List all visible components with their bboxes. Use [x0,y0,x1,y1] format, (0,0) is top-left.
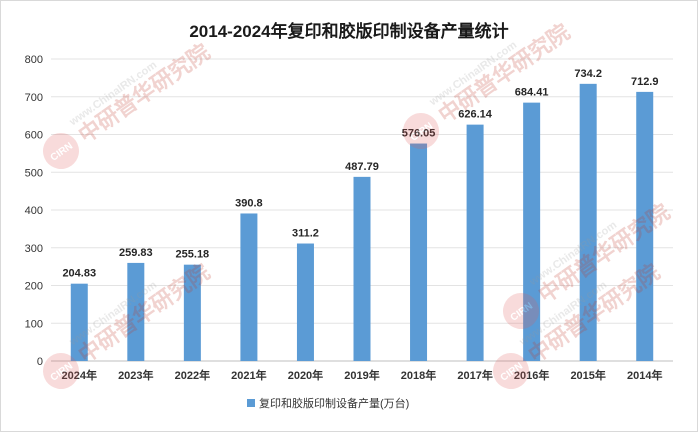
legend: 复印和胶版印制设备产量(万台) [247,396,409,410]
data-label: 734.2 [574,68,602,80]
y-tick-label: 100 [25,318,43,330]
bar [296,243,314,361]
data-label: 255.18 [176,249,210,261]
y-tick-label: 500 [25,167,43,179]
bar [183,264,201,361]
x-tick-label: 2024年 [62,368,97,382]
data-label: 684.41 [515,87,549,99]
y-tick-label: 300 [25,243,43,255]
y-tick-label: 700 [25,92,43,104]
chart-title: 2014-2024年复印和胶版印制设备产量统计 [189,21,508,41]
watermark-logo [43,133,79,169]
watermark-brand: 中研普华研究院 [74,39,215,148]
x-tick-label: 2018年 [401,368,436,382]
data-label: 712.9 [631,76,659,88]
x-tick-label: 2015年 [570,368,605,382]
bar [353,176,371,361]
y-axis: 0 100 200 300 400 500 600 700 800 [25,54,43,368]
x-tick-label: 2017年 [457,368,492,382]
bar [636,91,654,361]
x-tick-label: 2019年 [344,368,379,382]
data-label: 390.8 [235,197,263,209]
bar [523,102,541,361]
legend-swatch [247,399,255,407]
legend-label: 复印和胶版印制设备产量(万台) [259,396,409,410]
y-tick-label: 200 [25,281,43,293]
watermark-logo [403,113,439,149]
data-label: 311.2 [292,228,319,240]
bar [70,283,88,361]
x-tick-label: 2022年 [175,368,210,382]
y-tick-label: 0 [37,356,43,368]
bar [240,213,258,361]
y-tick-label: 600 [25,130,43,142]
y-tick-label: 400 [25,205,43,217]
watermark-logo [43,353,79,389]
data-label: 487.79 [345,161,379,173]
x-tick-label: 2021年 [231,368,266,382]
data-label: 626.14 [458,109,493,121]
x-tick-label: 2020年 [288,368,323,382]
bar [466,124,484,362]
x-tick-label: 2014年 [627,368,662,382]
x-axis: 2024年 2023年 2022年 2021年 2020年 2019年 2018年 2017年… [62,368,663,382]
x-tick-label: 2023年 [118,368,153,382]
watermark-logo [493,353,529,389]
data-label: 204.83 [62,268,96,280]
data-label: 576.05 [402,128,436,140]
bar [410,143,428,361]
y-tick-label: 800 [25,54,43,66]
data-label: 259.83 [119,247,153,259]
bar [127,262,145,361]
bar [579,83,597,361]
x-tick-label: 2016年 [514,368,549,382]
watermark-logo [503,293,539,329]
bars: 204.83 259.83 255.18 390.8 311.2 487.79 576.05… [62,68,659,362]
